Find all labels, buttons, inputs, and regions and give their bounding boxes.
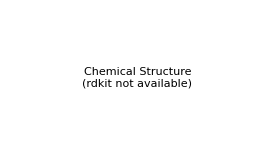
Text: Chemical Structure
(rdkit not available): Chemical Structure (rdkit not available) — [82, 67, 192, 88]
